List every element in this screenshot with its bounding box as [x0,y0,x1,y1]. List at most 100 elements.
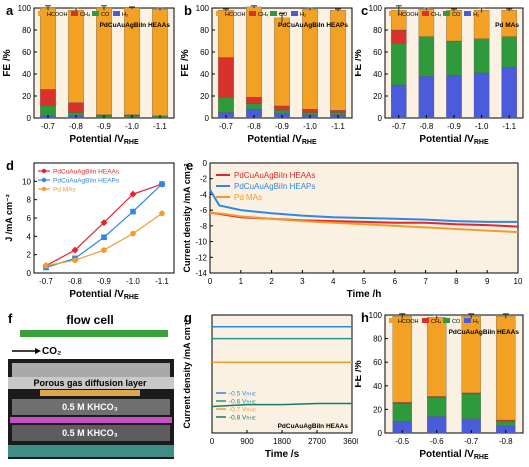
x-axis-label: Potential /VRHE [247,134,317,146]
legend-label-CH₄: CH₄ [80,12,91,18]
chart-title: Pd MAs [495,22,519,29]
bar-CH₄--0.7 [40,89,55,106]
chart-a: a 0 20 40 60 80 100 -0.7 -0.8 -0.9 -1.0 -1.1 HCOOH CH… [0,0,180,152]
x-tick-label: -0.9 [447,122,461,131]
y-tick-label: 100 [196,4,210,13]
legend-label-Pd MAs: Pd MAs [53,187,77,194]
y-tick-label: 40 [22,70,31,79]
point-Pd MAs [159,211,165,217]
stack-plate-4 [8,445,174,457]
x-tick-label: -0.7 [464,437,478,446]
bar-H₂--0.8 [419,76,434,118]
bar-CH₄--1.1 [330,110,345,112]
y-axis-label: FE /% [180,49,191,76]
legend-label--0.8 V: -0.8 VRHE [229,415,256,422]
bar-CH₄--0.7 [218,58,233,98]
bar-CO--0.7 [40,106,55,116]
legend-swatch-CH₄ [422,11,429,16]
y-tick-label: -14 [195,269,207,278]
bar-CO--0.8 [419,37,434,77]
y-tick-label: 40 [200,70,209,79]
x-axis-label: Potential /VRHE [419,134,489,146]
y-tick-label: 0 [378,429,383,438]
chart-title: PdCuAuAgBiIn HEAAs [278,423,349,430]
bar-CO--0.6 [427,398,446,417]
legend-label-Pd MAs: Pd MAs [234,193,262,202]
x-tick-label: 2 [269,277,274,286]
legend-label-PdCuAuAgBiIn HEAAs: PdCuAuAgBiIn HEAAs [53,169,120,176]
chart-c: c 0 20 40 60 80 100 -0.7 -0.8 -0.9 -1.0 -1.1 HCOOH CH… [355,0,529,152]
y-tick-label: 80 [373,26,382,35]
bar-CO--0.7 [391,43,406,85]
legend-label-HCOOH: HCOOH [47,12,68,18]
x-axis-label: Time /h [347,289,382,300]
legend-label-H₂: H₂ [300,12,306,18]
legend-swatch-HCOOH [389,11,396,16]
x-tick-label: -1.1 [502,122,516,131]
bar-CO--0.7 [462,394,481,419]
x-tick-label: -0.8 [499,437,513,446]
electrolyte-label-1: 0.5 M KHCO₃ [62,402,118,412]
bar-HCOOH--0.8 [246,7,261,97]
legend-swatch-CO [92,11,99,16]
y-tick-label: 40 [373,70,382,79]
electrolyte-label-2: 0.5 M KHCO₃ [62,428,118,438]
point-Pd MAs [101,247,107,253]
y-tick-label: 100 [369,311,383,320]
y-tick-label: 2 [27,251,32,260]
chart-e: e 0-2-4-6-8-10-12-140 1 2 3 4 5 6 7 8 9 10PdCuAuAgB… [180,155,529,305]
bar-CO--0.9 [274,110,289,113]
chart-b: b 0 20 40 60 80 100 -0.7 -0.8 -0.9 -1.0 -1.1 HCOOH CH… [178,0,358,152]
y-tick-label: 60 [200,48,209,57]
legend-swatch-HCOOH [38,11,45,16]
legend-swatch-CH₄ [71,11,78,16]
bar-HCOOH--0.9 [274,18,289,106]
x-tick-label: 900 [240,437,254,446]
point-PdCuAuAgBiIn HEAPs [130,209,136,215]
bar-HCOOH--0.8 [68,10,83,102]
y-axis-label: J /mA cm⁻² [4,194,14,241]
x-tick-label: -1.0 [475,122,489,131]
y-tick-label: 0 [205,114,210,123]
legend-label-HCOOH: HCOOH [398,319,419,325]
bar-HCOOH--0.7 [462,316,481,393]
bar-CO--0.8 [246,104,261,110]
bar-H₂--0.7 [391,85,406,118]
y-axis-label: Current density /mA cm⁻² [182,320,192,429]
legend-label-PdCuAuAgBiIn HEAPs: PdCuAuAgBiIn HEAPs [53,178,120,185]
y-tick-label: 80 [22,26,31,35]
bar-CO--0.9 [446,41,461,75]
x-tick-label: -0.8 [420,122,434,131]
bar-H₂--0.9 [446,75,461,118]
y-tick-label: -12 [195,253,207,262]
x-tick-label: 10 [514,277,523,286]
chart-title: PdCuAuAgBiIn HEAPs [278,22,348,29]
bar-CH₄--0.8 [68,103,83,113]
y-tick-label: -6 [200,206,208,215]
legend-label-CH₄: CH₄ [431,319,442,325]
legend-label--0.5 V: -0.5 VRHE [229,391,256,398]
legend-label-CH₄: CH₄ [431,12,442,18]
legend-swatch-H₂ [464,318,471,323]
x-tick-label: 2700 [308,437,326,446]
legend-swatch-CO [443,11,450,16]
x-tick-label: -0.9 [97,277,111,286]
x-tick-label: 0 [208,277,213,286]
y-tick-label: 60 [22,48,31,57]
stack-plate-1 [12,363,170,377]
legend-marker-Pd MAs [42,187,46,191]
legend-label-CH₄: CH₄ [258,12,269,18]
point-Pd MAs [43,263,49,269]
legend-label-CO: CO [452,12,461,18]
legend-label--0.7 V: -0.7 VRHE [229,407,256,414]
x-tick-label: -1.0 [125,122,139,131]
y-tick-label: 4 [27,232,32,241]
membrane-layer [10,417,172,423]
x-tick-label: -0.8 [247,122,261,131]
flow-cell-title: flow cell [66,313,113,327]
y-axis-label: FE /% [355,360,364,387]
chart-d: d 0 2 4 6 8 10 -0.7 -0.8 -0.9 -1.0 -1.1 PdCuAuAgBiIn… [0,155,180,305]
y-tick-label: 100 [18,4,32,13]
legend-swatch-CO [270,11,277,16]
legend-label-CO: CO [101,12,110,18]
